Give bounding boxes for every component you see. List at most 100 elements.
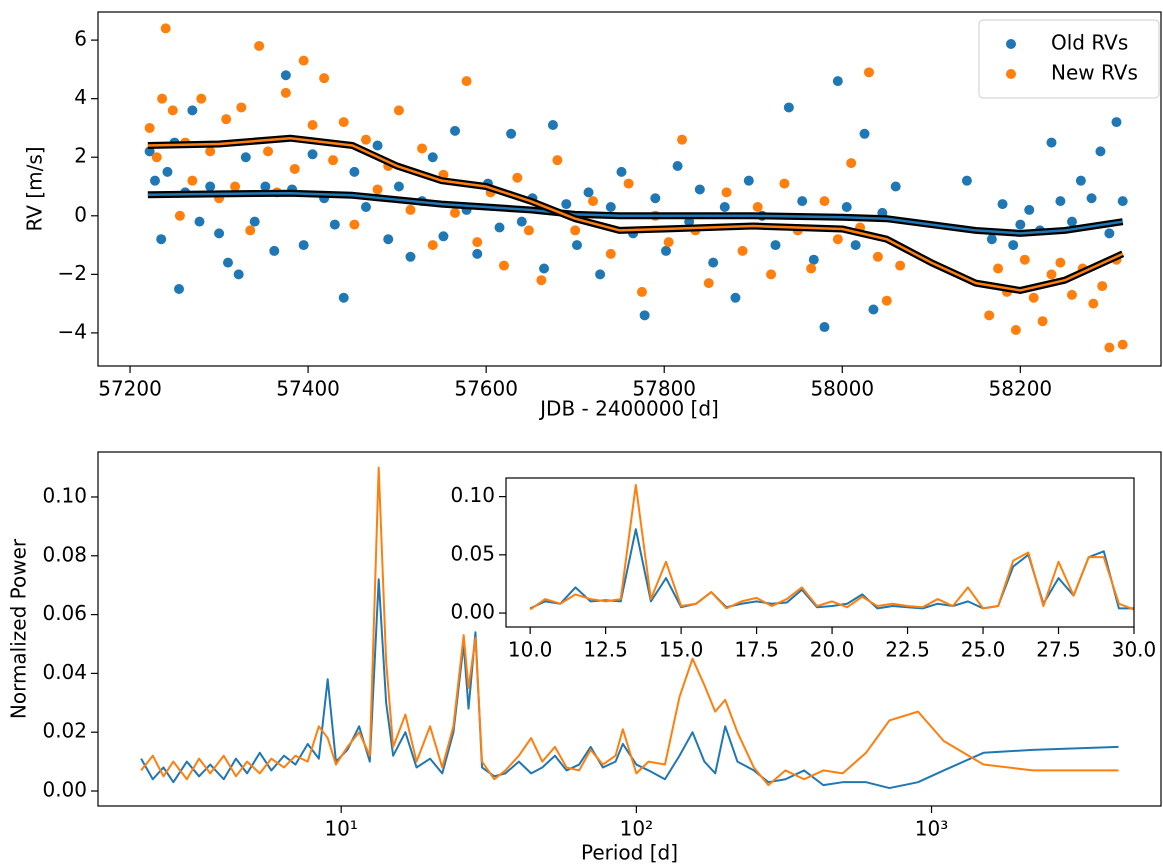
x-tick-label: 57800 bbox=[632, 377, 696, 401]
data-point bbox=[986, 234, 997, 245]
x-tick-label: 25.0 bbox=[961, 638, 1006, 662]
data-point bbox=[663, 237, 674, 248]
data-point bbox=[230, 181, 241, 192]
x-tick-label: 57600 bbox=[454, 377, 518, 401]
data-point bbox=[719, 202, 730, 213]
data-point bbox=[338, 117, 349, 128]
data-point bbox=[349, 219, 360, 230]
data-point bbox=[616, 166, 627, 177]
data-point bbox=[694, 184, 705, 195]
data-point bbox=[1024, 204, 1035, 215]
data-point bbox=[595, 269, 606, 280]
data-point bbox=[222, 257, 233, 268]
data-point bbox=[636, 286, 647, 297]
data-point bbox=[1015, 219, 1026, 230]
x-tick-label: 15.0 bbox=[659, 638, 704, 662]
data-point bbox=[472, 237, 483, 248]
data-point bbox=[672, 161, 683, 172]
data-point bbox=[1066, 289, 1077, 300]
data-point bbox=[570, 225, 581, 236]
data-point bbox=[993, 263, 1004, 274]
data-point bbox=[605, 202, 616, 213]
data-point bbox=[1028, 292, 1039, 303]
data-point bbox=[450, 207, 461, 218]
data-point bbox=[1037, 316, 1048, 327]
data-point bbox=[298, 55, 309, 66]
data-point bbox=[174, 283, 185, 294]
x-axis-label: Period [d] bbox=[581, 841, 678, 865]
data-point bbox=[832, 76, 843, 87]
data-point bbox=[494, 222, 505, 233]
data-point bbox=[372, 184, 383, 195]
data-point bbox=[1046, 137, 1057, 148]
data-point bbox=[881, 295, 892, 306]
data-point bbox=[859, 128, 870, 139]
data-point bbox=[997, 199, 1008, 210]
data-point bbox=[174, 210, 185, 221]
data-point bbox=[516, 216, 527, 227]
y-tick-label: 0.04 bbox=[42, 660, 87, 684]
x-tick-label: 27.5 bbox=[1036, 638, 1081, 662]
data-point bbox=[205, 146, 216, 157]
data-point bbox=[846, 158, 857, 169]
data-point bbox=[240, 152, 251, 163]
data-point bbox=[561, 199, 572, 210]
data-point bbox=[245, 225, 256, 236]
data-point bbox=[583, 187, 594, 198]
data-point bbox=[167, 105, 178, 116]
data-point bbox=[832, 234, 843, 245]
data-point bbox=[205, 181, 216, 192]
x-tick-label: 58000 bbox=[810, 377, 874, 401]
data-point bbox=[187, 175, 198, 186]
data-point bbox=[472, 248, 483, 259]
x-axis-label: JDB - 2400000 [d] bbox=[538, 397, 719, 421]
x-tick-label: 10¹ bbox=[324, 817, 357, 841]
data-point bbox=[806, 263, 817, 274]
data-point bbox=[552, 155, 563, 166]
data-point bbox=[539, 263, 550, 274]
y-tick-label: −2 bbox=[58, 261, 87, 285]
data-point bbox=[1104, 228, 1115, 239]
data-point bbox=[249, 216, 260, 227]
data-point bbox=[850, 240, 861, 251]
data-point bbox=[797, 196, 808, 207]
data-point bbox=[770, 240, 781, 251]
data-point bbox=[307, 120, 318, 131]
data-point bbox=[730, 292, 741, 303]
data-point bbox=[961, 175, 972, 186]
data-point bbox=[298, 240, 309, 251]
x-tick-label: 57200 bbox=[98, 377, 162, 401]
y-tick-label: 0.08 bbox=[42, 542, 87, 566]
y-tick-label: 0.05 bbox=[450, 541, 495, 565]
data-point bbox=[221, 114, 232, 125]
data-point bbox=[506, 128, 517, 139]
y-tick-label: 4 bbox=[74, 85, 87, 109]
data-point bbox=[263, 146, 274, 157]
data-point bbox=[721, 187, 732, 198]
plot-area bbox=[529, 483, 1134, 611]
y-tick-label: 0.06 bbox=[42, 601, 87, 625]
data-point bbox=[1055, 196, 1066, 207]
periodogram-line bbox=[529, 483, 1134, 611]
data-point bbox=[841, 202, 852, 213]
legend-marker bbox=[1006, 39, 1016, 49]
data-point bbox=[743, 175, 754, 186]
y-tick-label: 0 bbox=[74, 202, 87, 226]
data-point bbox=[1111, 117, 1122, 128]
periodogram-line bbox=[140, 466, 1119, 787]
data-point bbox=[280, 70, 291, 81]
x-tick-label: 10² bbox=[620, 817, 653, 841]
y-tick-label: 0.10 bbox=[42, 483, 87, 507]
legend-label: New RVs bbox=[1051, 61, 1138, 85]
data-point bbox=[260, 181, 271, 192]
data-point bbox=[194, 216, 205, 227]
data-point bbox=[984, 310, 995, 321]
data-point bbox=[427, 152, 438, 163]
data-point bbox=[677, 134, 688, 145]
fit-line bbox=[147, 192, 1123, 235]
data-point bbox=[752, 202, 763, 213]
data-point bbox=[783, 102, 794, 113]
data-point bbox=[162, 166, 173, 177]
data-point bbox=[661, 245, 672, 256]
data-point bbox=[393, 105, 404, 116]
